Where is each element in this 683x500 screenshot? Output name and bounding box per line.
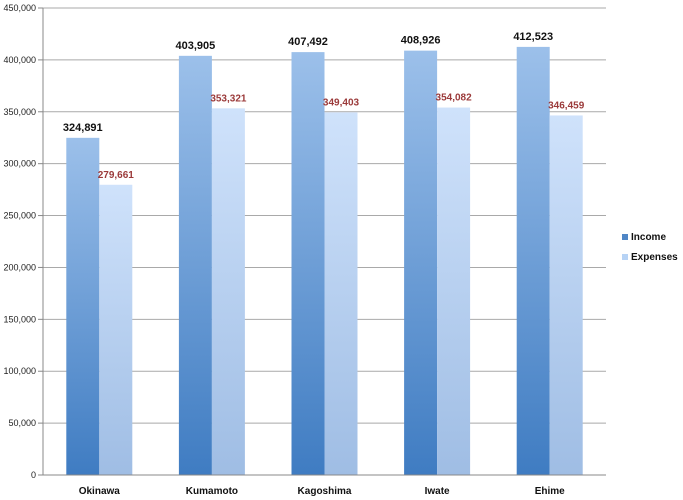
data-label-expenses: 353,321 [210,93,247,104]
legend-swatch-expenses [622,254,628,260]
y-tick-label: 300,000 [3,159,36,169]
x-tick-label: Okinawa [79,486,121,497]
y-tick-label: 0 [31,470,36,480]
bar-income-okinawa [66,137,100,476]
legend: Income Expenses [622,232,678,263]
bar-income-kumamoto [178,55,212,475]
bar-income-iwate [404,50,438,476]
data-label-income: 412,523 [513,31,553,43]
legend-label-income: Income [631,232,666,243]
data-label-income: 407,492 [288,36,328,48]
data-label-income: 324,891 [63,122,103,134]
y-tick-label: 350,000 [3,107,36,117]
bar-income-kagoshima [291,52,325,475]
y-axis: 0 50,000 100,000 150,000 200,000 250,000 300,0… [3,3,44,480]
y-tick-label: 250,000 [3,211,36,221]
data-label-expenses: 354,082 [436,93,473,104]
x-tick-label: Kumamoto [186,486,238,497]
bar-expenses-iwate [437,107,471,476]
bars [66,46,583,476]
y-tick-label: 400,000 [3,55,36,65]
data-label-expenses: 279,661 [98,170,135,181]
bar-expenses-kagoshima [324,112,358,475]
x-tick-label: Iwate [425,486,450,497]
data-label-expenses: 346,459 [548,100,585,111]
data-label-income: 403,905 [176,40,216,52]
y-tick-label: 450,000 [3,3,36,13]
legend-swatch-income [622,234,628,240]
data-label-income: 408,926 [401,35,441,47]
y-tick-label: 100,000 [3,366,36,376]
x-tick-label: Ehime [535,486,565,497]
y-tick-label: 50,000 [8,418,36,428]
data-labels: 324,891 279,661 403,905 353,321 407,492 349,4… [63,31,585,181]
x-axis: Okinawa Kumamoto Kagoshima Iwate Ehime [43,474,606,497]
legend-label-expenses: Expenses [631,252,678,263]
bar-income-ehime [516,46,550,476]
bar-expenses-okinawa [99,184,133,475]
bar-expenses-kumamoto [211,108,245,476]
y-tick-label: 150,000 [3,314,36,324]
x-tick-label: Kagoshima [298,486,352,497]
y-tick-label: 200,000 [3,262,36,272]
data-label-expenses: 349,403 [323,97,360,108]
bar-expenses-ehime [549,115,583,475]
